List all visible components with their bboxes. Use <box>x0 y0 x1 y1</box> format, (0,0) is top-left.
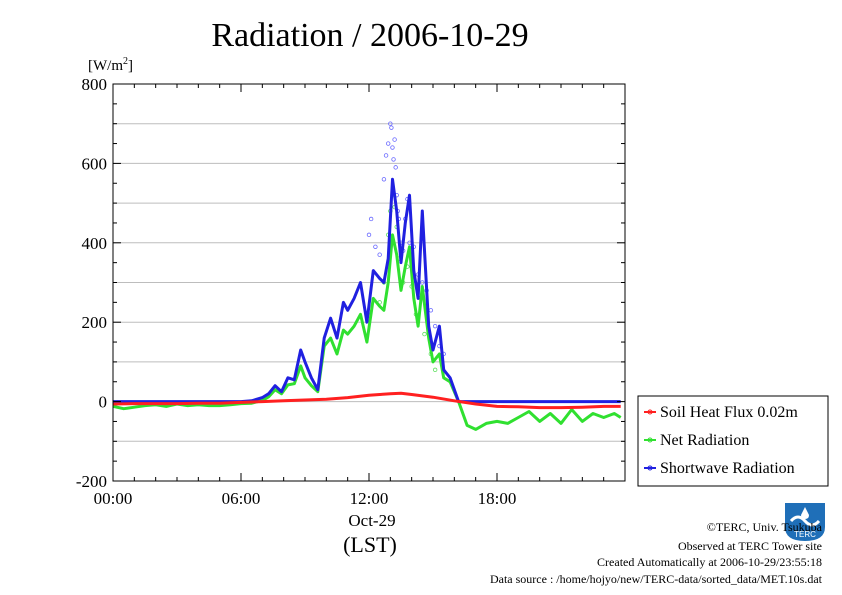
scatter-point <box>392 137 397 142</box>
y-tick-label: 200 <box>82 313 108 332</box>
legend-label: Shortwave Radiation <box>660 460 795 477</box>
scatter-point <box>393 165 398 170</box>
legend-marker <box>647 437 653 443</box>
legend-marker <box>647 465 653 471</box>
legend-label: Net Radiation <box>660 432 749 449</box>
scatter-point <box>432 367 438 373</box>
scatter-point <box>383 153 389 158</box>
x-tick-label: 18:00 <box>478 489 517 508</box>
scatter-point <box>422 331 427 337</box>
scatter-point <box>368 216 374 222</box>
scatter-point <box>391 157 396 162</box>
x-axis-label: (LST) <box>343 532 397 557</box>
y-tick-label: 400 <box>82 234 108 253</box>
scatter-point <box>389 125 394 130</box>
scatter-point <box>432 323 438 329</box>
logo-text: TERC <box>794 530 816 539</box>
x-tick-label: 00:00 <box>94 489 133 508</box>
series-layer <box>113 121 622 431</box>
chart-title: Radiation / 2006-10-29 <box>211 17 528 54</box>
grid-lines <box>113 123 625 442</box>
series-line <box>113 233 622 431</box>
terc-logo: TERC <box>785 503 825 541</box>
legend-marker <box>647 409 653 415</box>
scatter-point <box>366 232 372 238</box>
scatter-point <box>390 145 395 150</box>
x-tick-label: 12:00 <box>350 489 389 508</box>
footer-source: Data source : /home/hojyo/new/TERC-data/… <box>490 572 823 586</box>
x-tick-label: 06:00 <box>222 489 261 508</box>
series-line <box>113 177 621 404</box>
footer-copyright: ©TERC, Univ. Tsukuba <box>707 520 823 534</box>
scatter-point <box>377 252 382 257</box>
scatter-point <box>428 308 434 313</box>
scatter-point <box>386 141 391 146</box>
footer-observed: Observed at TERC Tower site <box>678 539 822 553</box>
y-axis-unit: [W/m2] <box>88 56 133 74</box>
scatter-point <box>381 177 387 182</box>
footer-created: Created Automatically at 2006-10-29/23:5… <box>597 555 822 569</box>
y-tick-label: -200 <box>76 472 107 491</box>
y-tick-label: 800 <box>82 75 108 94</box>
legend: Soil Heat Flux 0.02m Net Radiation Shortwa… <box>637 395 829 487</box>
y-tick-label: 0 <box>99 393 108 412</box>
y-tick-label: 600 <box>82 154 108 173</box>
scatter-point <box>420 280 425 285</box>
legend-box <box>637 395 829 487</box>
scatter-point <box>373 244 378 249</box>
series-line <box>113 391 621 410</box>
legend-label: Soil Heat Flux 0.02m <box>660 404 798 421</box>
x-date-label: Oct-29 <box>348 511 395 530</box>
scatter-point <box>388 121 393 126</box>
